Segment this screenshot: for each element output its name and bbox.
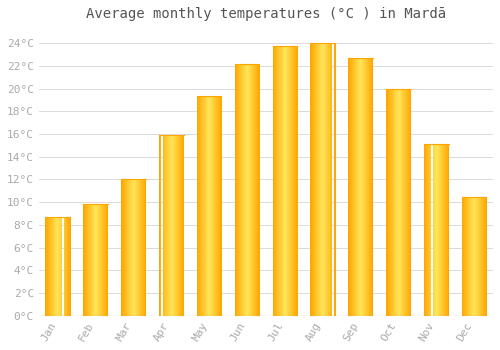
Title: Average monthly temperatures (°C ) in Mardā: Average monthly temperatures (°C ) in Ma… <box>86 7 446 21</box>
